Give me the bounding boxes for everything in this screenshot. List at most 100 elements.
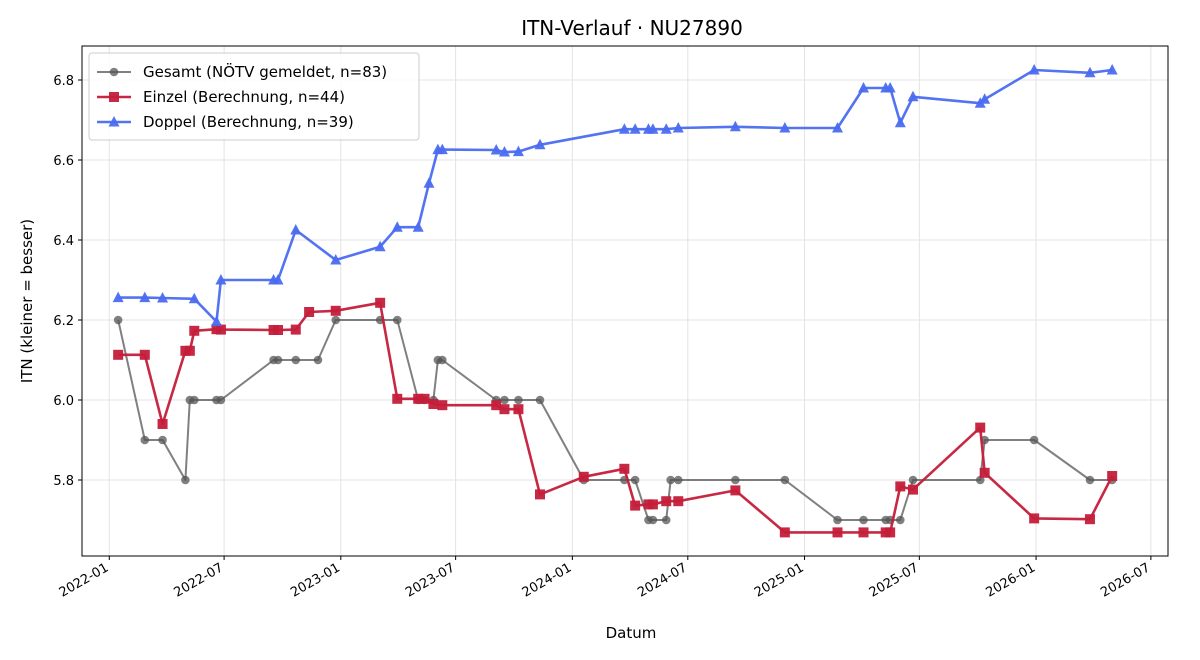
doppel-point <box>729 120 741 132</box>
x-tick-label: 2025-07 <box>867 560 922 600</box>
doppel-point <box>1084 66 1096 78</box>
gesamt-point <box>291 355 301 365</box>
doppel-point <box>112 291 124 303</box>
einzel-point <box>290 324 301 335</box>
doppel-point <box>979 93 991 104</box>
chart-title: ITN-Verlauf · NU27890 <box>521 16 743 40</box>
einzel-point <box>413 393 424 404</box>
einzel-point <box>419 393 430 404</box>
plot-frame <box>81 45 1169 557</box>
gesamt-point <box>1029 435 1039 445</box>
y-tick-label: 6.6 <box>53 154 74 169</box>
x-tick-label: 2024-07 <box>635 560 690 600</box>
einzel-point <box>647 499 658 510</box>
y-axis: 5.8 6.0 6.2 6.4 6.6 6.8 <box>53 74 82 489</box>
gesamt-point <box>514 395 523 405</box>
legend-doppel-label: Doppel (Berechnung, n=39) <box>143 113 354 131</box>
gesamt-point <box>181 475 190 485</box>
legend-gesamt-marker <box>109 67 119 77</box>
legend-einzel-marker <box>109 92 119 102</box>
x-tick-label: 2023-01 <box>288 560 343 600</box>
einzel-point <box>189 325 200 336</box>
legend-einzel-label: Einzel (Berechnung, n=44) <box>143 88 345 106</box>
einzel-point <box>730 485 741 496</box>
einzel-point <box>1084 514 1095 525</box>
gesamt-point <box>1085 475 1095 485</box>
einzel-point <box>619 463 630 474</box>
einzel-point <box>392 393 403 404</box>
y-tick-label: 6.8 <box>53 74 74 89</box>
doppel-point <box>436 143 448 155</box>
einzel-point <box>578 471 589 482</box>
einzel-point <box>499 404 510 415</box>
doppel-point <box>210 315 222 327</box>
doppel-point <box>391 221 403 232</box>
einzel-point <box>330 305 341 316</box>
x-axis-label: Datum <box>606 624 657 642</box>
einzel-point <box>673 496 684 507</box>
legend-doppel-marker <box>108 116 120 127</box>
y-tick-label: 5.8 <box>53 474 74 489</box>
einzel-point <box>534 489 545 500</box>
x-tick-label: 2022-01 <box>57 560 112 600</box>
gesamt-point <box>630 475 640 485</box>
legend: Gesamt (NÖTV gemeldet, n=83) Einzel (Bere… <box>88 52 420 141</box>
gesamt-series <box>113 315 1117 525</box>
einzel-point <box>979 467 990 478</box>
series-layer <box>112 64 1118 538</box>
doppel-point <box>498 146 510 157</box>
einzel-point <box>513 404 524 415</box>
einzel-point <box>113 349 124 360</box>
doppel-point <box>1106 64 1118 75</box>
gesamt-point <box>661 515 671 525</box>
gesamt-point <box>158 435 167 445</box>
gesamt-point <box>535 395 545 405</box>
einzel-point <box>907 484 918 495</box>
einzel-point <box>630 500 641 511</box>
gesamt-point <box>500 395 509 405</box>
doppel-point <box>423 177 435 188</box>
gesamt-point <box>859 515 868 525</box>
doppel-point <box>290 224 302 235</box>
gesamt-point <box>189 395 199 405</box>
gesamt-point <box>975 475 985 485</box>
legend-box <box>88 52 420 141</box>
x-tick-label: 2026-01 <box>984 560 1039 600</box>
gesamt-point <box>666 475 675 485</box>
doppel-series <box>112 64 1118 327</box>
x-axis: 2022-01 2022-07 2023-01 2023-07 2024-01 2024-… <box>57 556 1153 601</box>
doppel-point <box>672 122 684 133</box>
y-tick-label: 6.2 <box>53 314 74 329</box>
einzel-point <box>139 349 150 360</box>
einzel-point <box>858 527 869 538</box>
y-axis-label: ITN (kleiner = besser) <box>18 219 36 383</box>
gesamt-point <box>833 515 842 525</box>
doppel-point <box>907 90 919 102</box>
gesamt-point <box>908 475 918 485</box>
x-tick-label: 2023-07 <box>403 560 458 600</box>
doppel-point <box>884 82 896 93</box>
gesamt-point <box>331 315 341 325</box>
x-tick-label: 2026-07 <box>1098 560 1153 600</box>
doppel-point <box>157 292 169 303</box>
doppel-point <box>374 240 386 252</box>
doppel-point <box>272 274 284 285</box>
y-tick-label: 6.4 <box>53 234 74 249</box>
gesamt-point <box>896 515 905 525</box>
legend-gesamt: Gesamt (NÖTV gemeldet, n=83) <box>97 62 387 81</box>
x-tick-label: 2024-01 <box>520 560 575 600</box>
doppel-point <box>330 254 342 265</box>
gesamt-point <box>313 355 323 365</box>
x-tick-label: 2025-01 <box>752 560 807 600</box>
doppel-point <box>534 138 546 150</box>
gesamt-series-line <box>117 319 1113 521</box>
legend-doppel: Doppel (Berechnung, n=39) <box>97 113 354 131</box>
einzel-point <box>1107 471 1118 481</box>
doppel-point <box>647 123 659 134</box>
doppel-point <box>618 123 630 134</box>
einzel-point <box>273 325 284 335</box>
einzel-point <box>975 422 986 433</box>
gesamt-point <box>140 435 150 445</box>
doppel-point <box>215 274 227 285</box>
